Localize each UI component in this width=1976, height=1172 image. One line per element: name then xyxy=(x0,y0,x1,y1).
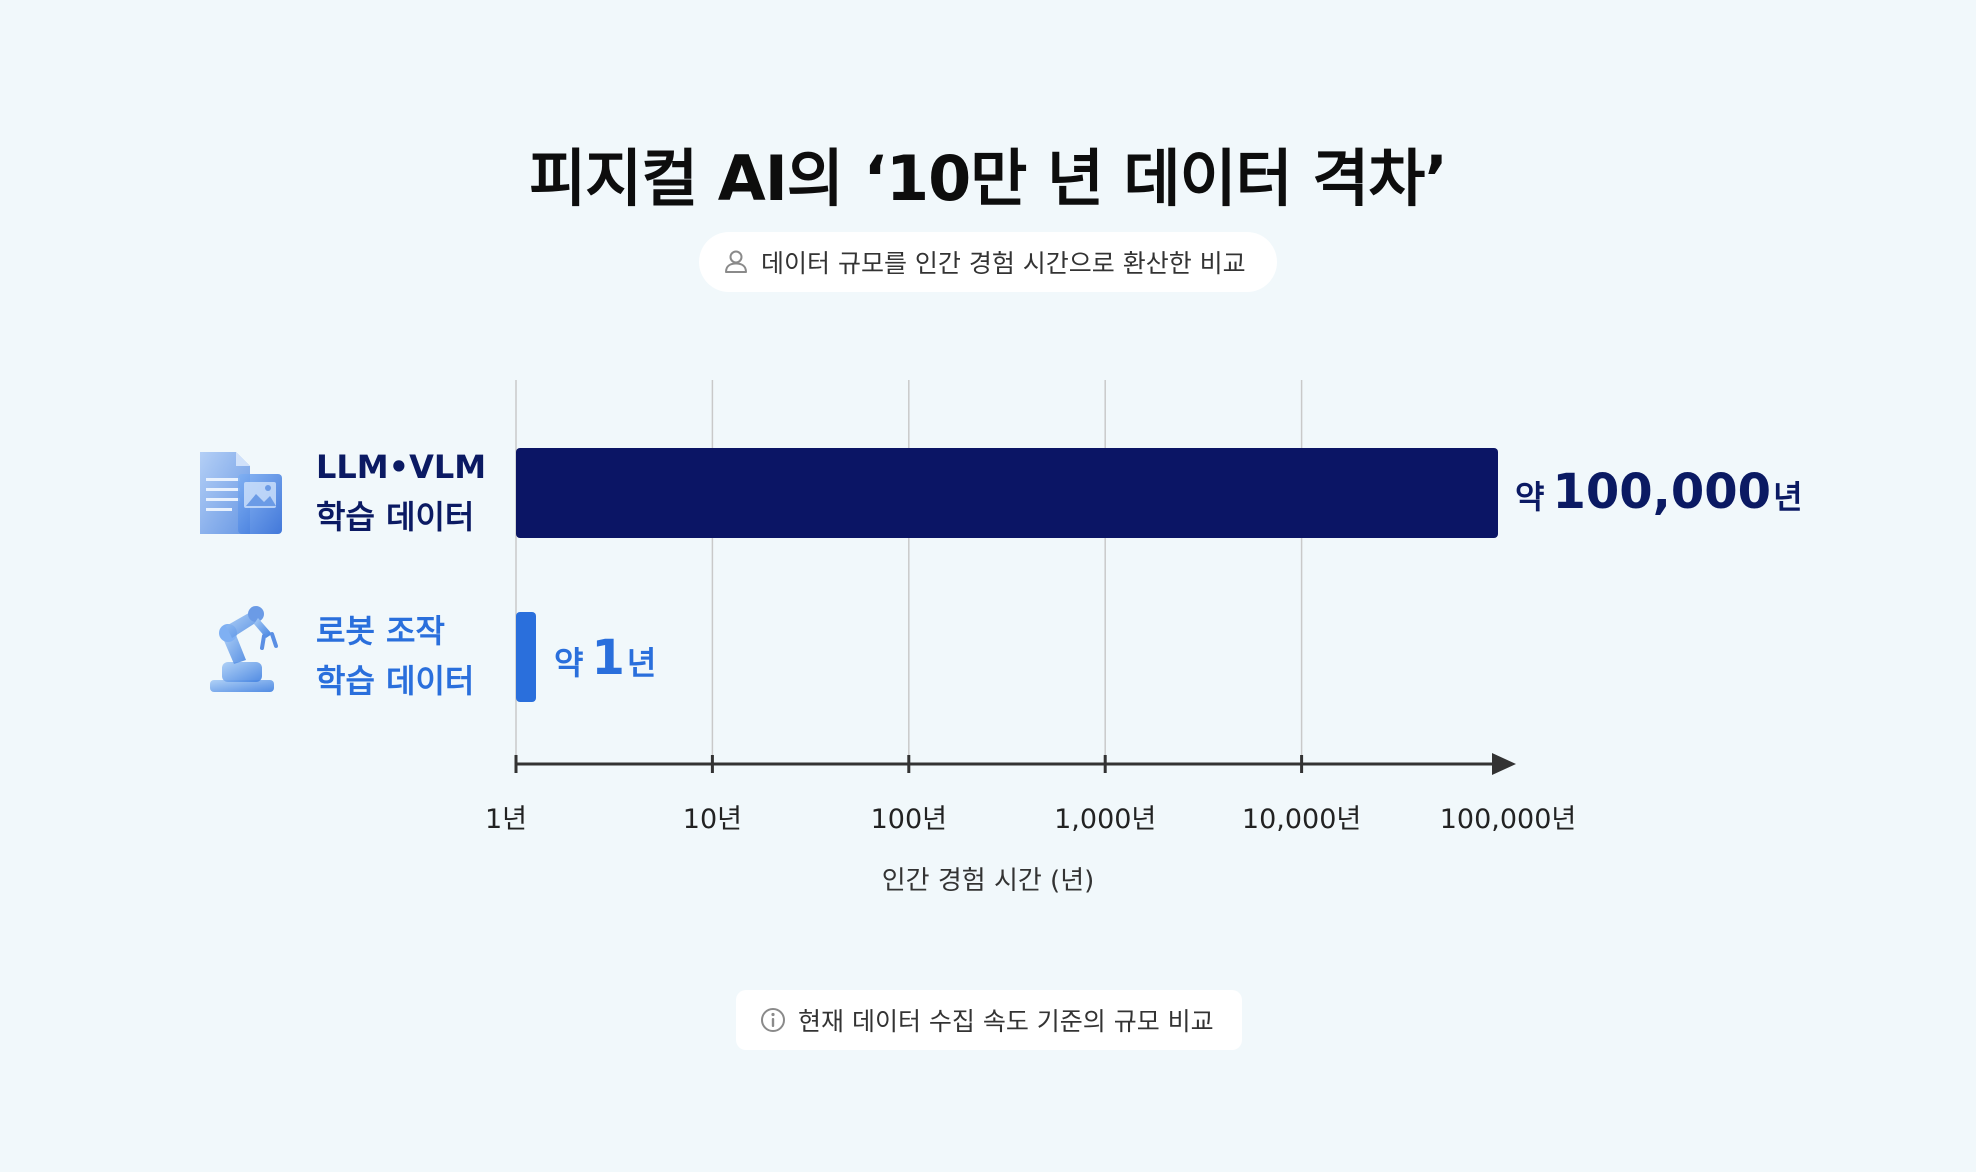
value-unit: 년 xyxy=(1773,478,1803,516)
x-axis-title: 인간 경험 시간 (년) xyxy=(881,866,1095,896)
value-unit: 년 xyxy=(626,644,657,682)
footnote-text: 현재 데이터 수집 속도 기준의 규모 비교 xyxy=(798,1007,1214,1036)
row-label-robot-line1: 로봇 조작 xyxy=(316,612,445,650)
value-number: 100,000 xyxy=(1552,464,1772,520)
subtitle-pill: 데이터 규모를 인간 경험 시간으로 환산한 비교 xyxy=(699,232,1277,292)
value-label-llm: 약 100,000 년 xyxy=(1515,464,1803,520)
info-icon xyxy=(761,1008,785,1032)
value-prefix: 약 xyxy=(554,644,584,682)
x-tick-labels: 1년 10년 100년 1,000년 10,000년 100,000년 xyxy=(485,804,1576,835)
row-label-llm-line1: LLM•VLM xyxy=(316,448,487,486)
x-axis xyxy=(514,753,1516,775)
row-label-robot: 로봇 조작 학습 데이터 xyxy=(316,606,474,706)
bar-llm xyxy=(516,448,1498,538)
value-prefix: 약 xyxy=(1515,478,1545,516)
x-tick-label: 10년 xyxy=(683,804,742,835)
x-tick-label: 1년 xyxy=(485,804,527,835)
value-label-robot: 약 1 년 xyxy=(554,630,656,686)
page-title: 피지컬 AI의 ‘10만 년 데이터 격차’ xyxy=(529,142,1448,215)
x-tick-label: 1,000년 xyxy=(1054,804,1156,835)
value-number: 1 xyxy=(591,630,625,686)
row-label-llm: LLM•VLM 학습 데이터 xyxy=(316,442,486,542)
bar-robot xyxy=(516,612,536,702)
footnote-pill: 현재 데이터 수집 속도 기준의 규모 비교 xyxy=(736,990,1242,1050)
row-label-llm-line2: 학습 데이터 xyxy=(316,498,475,536)
x-tick-label: 100,000년 xyxy=(1440,804,1577,835)
gridlines xyxy=(515,380,1303,764)
x-axis-arrow xyxy=(1492,753,1516,775)
robot-arm-icon xyxy=(210,606,278,692)
x-tick-label: 10,000년 xyxy=(1242,804,1361,835)
document-icon xyxy=(200,452,282,534)
person-icon xyxy=(725,250,747,273)
x-tick-label: 100년 xyxy=(871,804,947,835)
bars xyxy=(516,448,1498,702)
row-label-robot-line2: 학습 데이터 xyxy=(316,662,475,700)
subtitle-text: 데이터 규모를 인간 경험 시간으로 환산한 비교 xyxy=(761,249,1246,278)
